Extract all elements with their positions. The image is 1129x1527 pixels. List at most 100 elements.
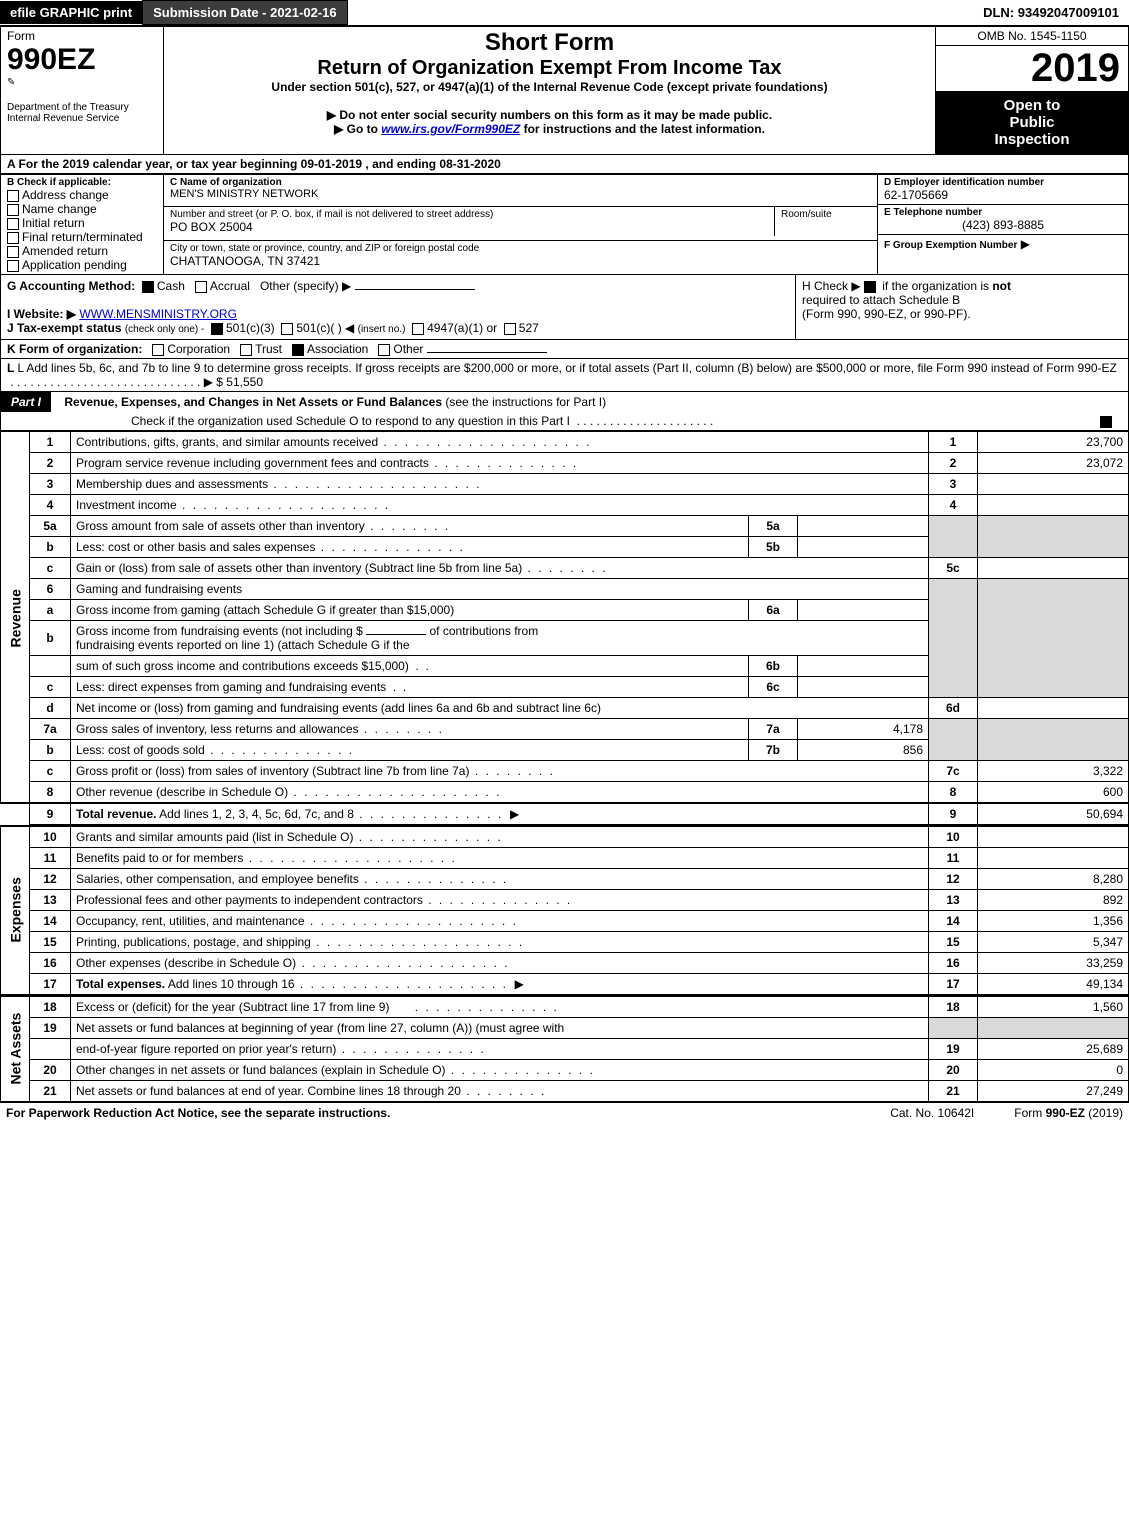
table-row: 20 Other changes in net assets or fund b…	[1, 1060, 1129, 1081]
table-row: 14 Occupancy, rent, utilities, and maint…	[1, 911, 1129, 932]
form-header: Form 990EZ ✎ Department of the Treasury …	[0, 26, 1129, 155]
irs-label: Internal Revenue Service	[7, 113, 157, 124]
contrib-input[interactable]	[366, 634, 426, 635]
part-i-title: Revenue, Expenses, and Changes in Net As…	[54, 395, 442, 409]
table-row: 21 Net assets or fund balances at end of…	[1, 1081, 1129, 1102]
website-link[interactable]: WWW.MENSMINISTRY.ORG	[79, 307, 237, 321]
irs-link[interactable]: www.irs.gov/Form990EZ	[381, 122, 520, 136]
footer-left: For Paperwork Reduction Act Notice, see …	[6, 1106, 850, 1120]
netassets-table: Net Assets 18 Excess or (deficit) for th…	[0, 995, 1129, 1102]
amt-12: 8,280	[978, 869, 1129, 890]
chk-corporation[interactable]: Corporation	[152, 342, 230, 356]
room-label: Room/suite	[781, 209, 871, 220]
table-row: 3 Membership dues and assessments 3	[1, 474, 1129, 495]
amt-16: 33,259	[978, 953, 1129, 974]
tax-year: 2019	[936, 46, 1128, 91]
chk-4947[interactable]: 4947(a)(1) or	[412, 321, 497, 335]
department-label: Department of the Treasury	[7, 102, 157, 113]
chk-trust[interactable]: Trust	[240, 342, 282, 356]
chk-schedule-o[interactable]	[1100, 416, 1112, 428]
phone-value: (423) 893-8885	[884, 218, 1122, 232]
footer-right: Form 990-EZ (2019)	[1014, 1106, 1123, 1120]
table-row: 8 Other revenue (describe in Schedule O)…	[1, 782, 1129, 804]
part-i-label: Part I	[1, 392, 51, 412]
chk-501c3[interactable]: 501(c)(3)	[211, 321, 275, 335]
submission-date-button[interactable]: Submission Date - 2021-02-16	[142, 0, 348, 25]
efile-print-button[interactable]: efile GRAPHIC print	[0, 1, 142, 24]
note-goto: ▶ Go to www.irs.gov/Form990EZ for instru…	[170, 122, 929, 136]
sub-6a	[798, 600, 929, 621]
box-k: K Form of organization: Corporation Trus…	[0, 340, 1129, 359]
chk-final-return[interactable]: Final return/terminated	[7, 230, 157, 244]
amt-2: 23,072	[978, 453, 1129, 474]
chk-initial-return[interactable]: Initial return	[7, 216, 157, 230]
chk-cash[interactable]: Cash	[142, 279, 185, 293]
amt-9: 50,694	[978, 803, 1129, 825]
arrow-left-icon: ◀	[345, 321, 354, 335]
footer-mid: Cat. No. 10642I	[850, 1106, 1014, 1120]
note-ssn: ▶ Do not enter social security numbers o…	[170, 108, 929, 122]
table-row: 2 Program service revenue including gove…	[1, 453, 1129, 474]
amt-4	[978, 495, 1129, 516]
chk-527[interactable]: 527	[504, 321, 539, 335]
city-value: CHATTANOOGA, TN 37421	[170, 254, 871, 268]
table-row: c Gain or (loss) from sale of assets oth…	[1, 558, 1129, 579]
sub-5a	[798, 516, 929, 537]
table-row: 5a Gross amount from sale of assets othe…	[1, 516, 1129, 537]
table-row: 4 Investment income 4	[1, 495, 1129, 516]
revenue-vlabel: Revenue	[1, 432, 30, 804]
amt-20: 0	[978, 1060, 1129, 1081]
table-row: 12 Salaries, other compensation, and emp…	[1, 869, 1129, 890]
amt-17: 49,134	[978, 974, 1129, 995]
sub-7a: 4,178	[798, 719, 929, 740]
org-name: MEN'S MINISTRY NETWORK	[170, 188, 871, 200]
box-c-label: C Name of organization	[170, 177, 871, 188]
table-row: Net Assets 18 Excess or (deficit) for th…	[1, 996, 1129, 1018]
part-i-header-row: Part I Revenue, Expenses, and Changes in…	[0, 392, 1129, 431]
part-i-check-line: Check if the organization used Schedule …	[131, 414, 570, 428]
amt-10	[978, 826, 1129, 848]
other-specify: Other (specify) ▶	[260, 279, 351, 293]
amt-11	[978, 848, 1129, 869]
other-org-input[interactable]	[427, 352, 547, 353]
table-row: 11 Benefits paid to or for members 11	[1, 848, 1129, 869]
chk-accrual[interactable]: Accrual	[195, 279, 250, 293]
table-row: c Gross profit or (loss) from sales of i…	[1, 761, 1129, 782]
box-f-label: F Group Exemption Number	[884, 240, 1017, 251]
open-public-box: Open to Public Inspection	[936, 91, 1128, 154]
expenses-table: Expenses 10 Grants and similar amounts p…	[0, 825, 1129, 995]
chk-501c[interactable]: 501(c)( )	[281, 321, 341, 335]
table-row: 16 Other expenses (describe in Schedule …	[1, 953, 1129, 974]
amt-8: 600	[978, 782, 1129, 804]
dln-value: 93492047009101	[1018, 5, 1119, 20]
table-row: 13 Professional fees and other payments …	[1, 890, 1129, 911]
amt-18: 1,560	[978, 996, 1129, 1018]
chk-other-org[interactable]: Other	[378, 342, 423, 356]
table-row: 15 Printing, publications, postage, and …	[1, 932, 1129, 953]
gross-receipts-value: $ 51,550	[216, 375, 263, 389]
box-h: H Check ▶ if the organization is not req…	[796, 275, 1128, 339]
sub-6b	[798, 656, 929, 677]
sub-5b	[798, 537, 929, 558]
chk-name-change[interactable]: Name change	[7, 202, 157, 216]
title-short-form: Short Form	[170, 29, 929, 57]
other-input[interactable]	[355, 289, 475, 290]
chk-application-pending[interactable]: Application pending	[7, 258, 157, 272]
amt-13: 892	[978, 890, 1129, 911]
org-info-table: B Check if applicable: Address change Na…	[0, 174, 1129, 275]
table-row: Expenses 10 Grants and similar amounts p…	[1, 826, 1129, 848]
dln: DLN: 93492047009101	[973, 1, 1129, 24]
table-row: Revenue 1 Contributions, gifts, grants, …	[1, 432, 1129, 453]
chk-h[interactable]	[864, 281, 876, 293]
amt-3	[978, 474, 1129, 495]
omb-number: OMB No. 1545-1150	[942, 29, 1122, 43]
arrow-icon: ▶	[1021, 237, 1030, 251]
box-d-label: D Employer identification number	[884, 177, 1122, 188]
expenses-vlabel: Expenses	[1, 826, 30, 995]
ein-value: 62-1705669	[884, 188, 1122, 202]
table-row: 6 Gaming and fundraising events	[1, 579, 1129, 600]
chk-amended-return[interactable]: Amended return	[7, 244, 157, 258]
chk-address-change[interactable]: Address change	[7, 188, 157, 202]
chk-association[interactable]: Association	[292, 342, 368, 356]
footer: For Paperwork Reduction Act Notice, see …	[0, 1102, 1129, 1123]
